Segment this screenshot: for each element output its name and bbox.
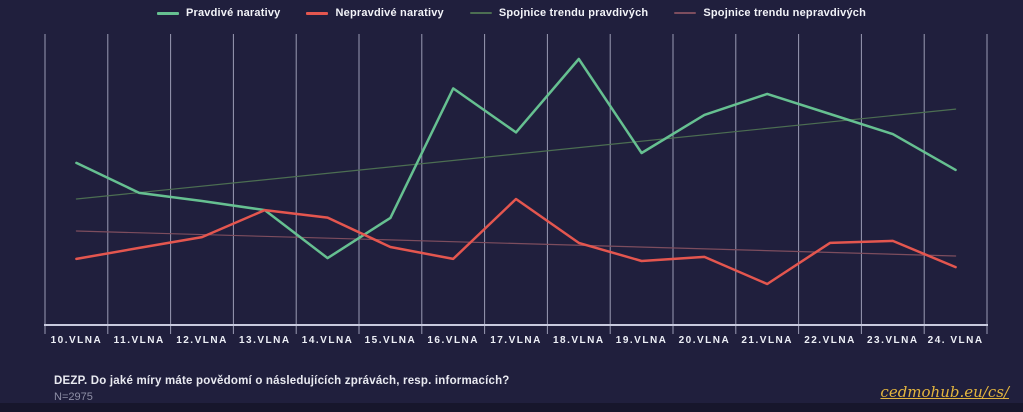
x-axis-label: 16.VLNA [427,335,479,346]
cedmohub-link[interactable]: cedmohub.eu/cs/ [880,383,1009,401]
x-axis-label: 10.VLNA [51,335,103,346]
x-axis-label: 15.VLNA [365,335,417,346]
legend-item-pravdive-narativy: Pravdivé narativy [156,7,281,19]
x-axis-label: 21.VLNA [741,335,793,346]
x-axis-label: 23.VLNA [867,335,919,346]
series-pravdive-line [75,57,957,260]
legend-line-swatch-green [156,11,179,15]
sample-size-text: N=2975 [54,391,93,403]
legend-label: Nepravdivé narativy [335,7,444,19]
x-axis-label: 18.VLNA [553,335,605,346]
legend-label: Spojnice trendu nepravdivých [703,7,867,19]
survey-question-text: DEZP. Do jaké míry máte povědomí o násle… [54,375,510,387]
x-axis-label: 20.VLNA [679,335,731,346]
x-axis-label: 11.VLNA [114,335,165,346]
series-trend-nepravdive-line [75,230,957,257]
legend-item-nepravdive-narativy: Nepravdivé narativy [306,7,444,19]
x-axis-label: 22.VLNA [804,335,856,346]
legend-item-trend-nepravdivych: Spojnice trendu nepravdivých [674,7,866,19]
legend-item-trend-pravdivych: Spojnice trendu pravdivých [469,7,649,19]
legend-label: Pravdivé narativy [185,7,281,19]
legend-trendline-swatch-green [469,12,492,14]
legend-line-swatch-red [306,11,329,15]
x-axis-label: 12.VLNA [176,335,228,346]
x-axis-label: 19.VLNA [616,335,668,346]
footer-strip [0,403,1023,412]
chart-legend: Pravdivé narativy Nepravdivé narativy Sp… [0,7,1023,19]
x-axis-label: 14.VLNA [302,335,354,346]
legend-label: Spojnice trendu pravdivých [498,7,649,19]
legend-trendline-swatch-pink [674,12,697,14]
series-nepravdive-line [75,197,957,286]
x-axis-label: 13.VLNA [239,335,291,346]
series-trend-pravdive-line [75,108,957,200]
x-axis-label: 17.VLNA [490,335,542,346]
x-axis-label: 24. VLNA [928,335,984,346]
